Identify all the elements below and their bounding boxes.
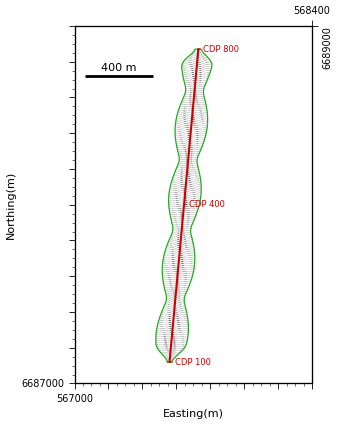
Text: CDP 800: CDP 800 [199,45,239,54]
Y-axis label: Northing(m): Northing(m) [5,170,16,239]
Text: CDP 400: CDP 400 [185,200,225,209]
Text: CDP 100: CDP 100 [171,357,211,366]
X-axis label: Easting(m): Easting(m) [163,409,224,419]
Text: 400 m: 400 m [101,63,137,73]
